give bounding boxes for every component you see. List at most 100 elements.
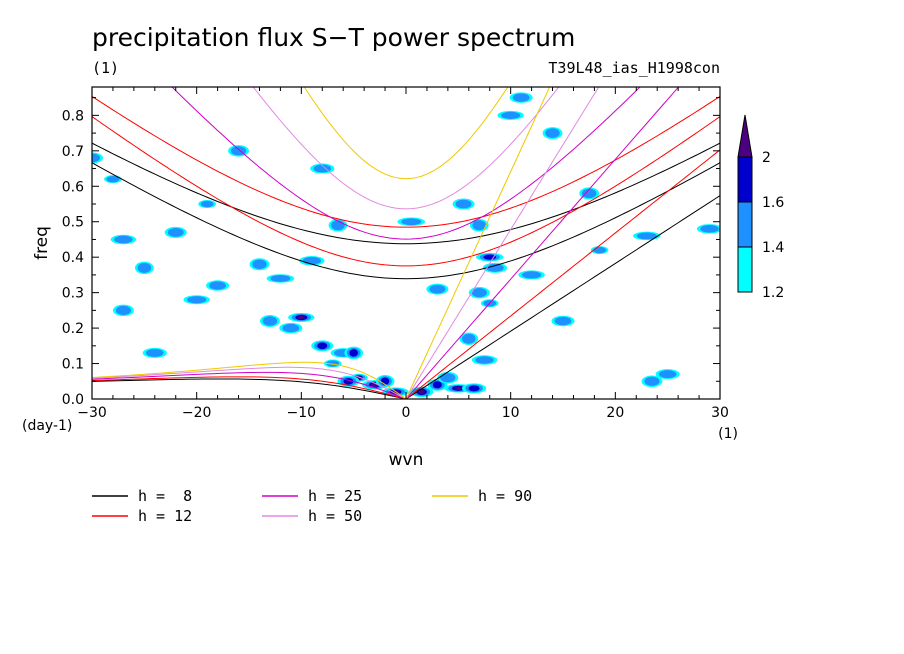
spectral-power-patch [440,373,456,383]
spectral-power-patch [418,389,425,395]
chart-subtitle-right: T39L48_ias_H1998con [548,59,720,77]
y-unit-label: (day-1) [22,418,72,434]
spectral-power-patch [282,323,300,333]
legend-label: h = 50 [308,507,362,525]
colorbar-label: 2 [762,150,771,166]
spectral-power-patch [401,218,422,226]
spectral-power-patch [545,128,560,138]
spectral-power-patch [432,381,442,389]
spectral-power-patch [200,200,214,208]
y-tick-label: 0.6 [62,179,84,195]
x-tick-label: 20 [606,405,624,421]
inertia-gravity-wave-curve [252,87,560,210]
plot-frame [91,86,721,400]
inertia-gravity-wave-curve-n2 [92,142,720,245]
spectral-power-patch [349,349,358,357]
kelvin-wave-curve [405,195,720,399]
rossby-wave-curve [92,378,407,399]
x-tick-label: 30 [711,405,729,421]
x-tick-label: −30 [77,405,107,421]
rossby-wave-curve [92,361,407,399]
chart-subtitle-left: (1) [92,59,119,77]
spectral-power-patch [331,220,345,231]
contour-fill-layer [92,92,720,398]
spectral-power-patch [462,333,476,344]
spectral-power-patch [270,275,291,282]
spectral-power-patch [429,284,446,294]
spectral-power-patch [114,235,133,244]
spectral-power-patch [297,315,305,320]
spectral-power-patch [92,153,100,163]
inertia-gravity-wave-curve [92,162,720,280]
spectral-power-patch [501,111,521,119]
legend: h = 8 h = 12 h = 25 h = 50 h = 90 [92,487,532,525]
y-tick-label: 0.5 [62,215,84,231]
x-tick-label: 0 [402,405,411,421]
spectral-power-patch [115,305,131,315]
rossby-wave-curve [92,376,407,399]
colorbar-label: 1.4 [762,240,784,256]
legend-label: h = 12 [138,507,192,525]
y-tick-label: 0.4 [62,250,84,266]
spectral-power-patch [252,259,267,270]
spectral-power-patch [454,386,463,391]
spectral-power-patch [700,225,719,233]
spectral-power-patch [262,316,278,326]
y-tick-label: 0.3 [62,286,84,302]
spectral-power-patch [581,188,597,199]
spectral-power-patch [313,164,332,173]
spectral-power-patch [658,370,677,379]
colorbar-extend-triangle [737,114,753,158]
spectral-power-patch [302,256,321,265]
inertia-gravity-wave-curve [92,116,720,267]
colorbar-swatch [737,201,753,248]
x-tick-label: 10 [502,405,520,421]
y-tick-label: 0.1 [62,357,84,373]
y-tick-label: 0.7 [62,144,84,160]
spectral-power-patch [636,232,657,240]
y-tick-label: 0.0 [62,392,84,408]
kelvin-wave-curve [405,87,600,399]
legend-label: h = 8 [138,487,192,505]
spectral-power-patch [137,262,152,273]
x-axis-label: wvn [389,450,424,470]
x-unit-label: (1) [718,426,738,442]
legend-label: h = 90 [478,487,532,505]
y-tick-label: 0.8 [62,108,84,124]
colorbar-swatch [737,156,753,203]
kelvin-wave-curve [405,87,551,399]
inertia-gravity-wave-curve [303,87,509,180]
dispersion-curve-layer [92,87,720,399]
rossby-wave-curve [92,366,407,399]
inertia-gravity-wave-curve-n2 [92,95,720,228]
spectral-power-patch [471,288,487,298]
spectral-power-patch [209,281,227,290]
kelvin-wave-curve [405,149,720,399]
spectral-power-patch [317,342,328,350]
inertia-gravity-wave-curve [171,87,641,240]
spectral-power-patch [106,175,120,183]
y-tick-label: 0.2 [62,321,84,337]
spectral-power-patch [472,220,487,231]
colorbar-label: 1.6 [762,195,784,211]
colorbar-swatch [737,246,753,293]
spectral-power-patch [593,246,607,254]
rossby-wave-curve [92,371,407,399]
spectral-power-patch [554,316,572,326]
spectral-power-patch [468,385,480,392]
spectral-power-patch [522,271,542,279]
x-tick-label: −20 [182,405,212,421]
spectral-power-patch [187,296,207,304]
chart-title: precipitation flux S−T power spectrum [92,23,575,52]
spectral-power-patch [455,199,472,209]
axis-ticks: −30 −20 −10 0 10 20 30 0.0 0.1 0.2 0.3 0.4 0.5 0.6 0.7… [62,87,729,421]
spectral-power-patch [146,348,164,357]
spectral-power-patch [512,93,530,102]
spectral-power-patch [644,376,660,386]
spectral-power-patch [475,356,494,364]
kelvin-wave-curve [405,87,680,399]
colorbar-label: 1.2 [762,285,784,301]
spectral-power-patch [167,227,184,237]
legend-label: h = 25 [308,487,362,505]
